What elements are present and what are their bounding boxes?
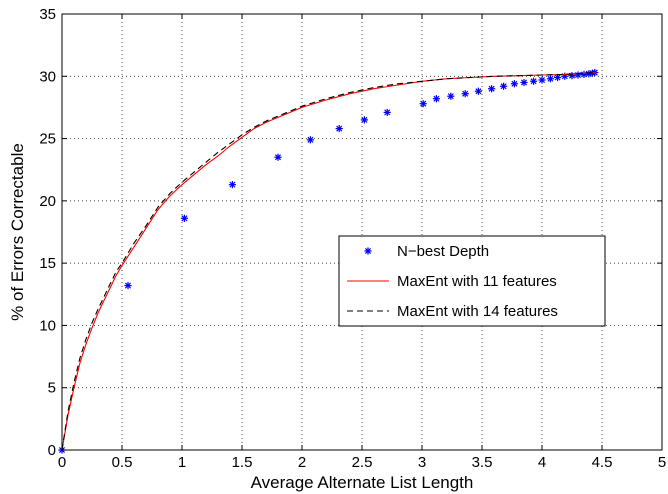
axis-ticks: 0 0.5 1 1.5 2 2.5 3 3.5 4 4.5 5 0 5 10 15 20 25 30 35 <box>39 6 666 471</box>
y-axis-label: % of Errors Correctable <box>8 143 27 321</box>
data-point <box>474 87 482 95</box>
x-tick-label: 4 <box>538 454 546 471</box>
data-point <box>538 76 546 84</box>
legend: N−best Depth MaxEnt with 11 features Max… <box>338 235 606 327</box>
marker-stroke <box>511 80 518 87</box>
marker-stroke <box>475 88 482 95</box>
y-tick-label: 0 <box>48 442 56 459</box>
x-tick-label: 4.5 <box>592 454 613 471</box>
data-point <box>488 85 496 93</box>
x-tick-label: 0.5 <box>112 454 133 471</box>
data-point <box>510 80 518 88</box>
series-3 <box>61 71 597 451</box>
data-point <box>574 71 582 79</box>
marker-stroke <box>547 75 554 82</box>
marker-stroke <box>384 109 391 116</box>
marker-stroke <box>433 95 440 102</box>
marker-stroke <box>229 181 236 188</box>
marker-stroke <box>488 85 495 92</box>
data-point <box>360 116 368 124</box>
legend-label-maxent-14: MaxEnt with 14 features <box>397 303 558 320</box>
x-tick-label: 2.5 <box>352 454 373 471</box>
marker-stroke <box>274 154 282 161</box>
legend-marker <box>364 247 372 255</box>
x-tick-label: 2 <box>298 454 306 471</box>
marker-stroke <box>500 83 507 90</box>
marker-stroke <box>364 247 372 255</box>
marker-stroke <box>554 74 561 81</box>
marker-stroke <box>124 282 132 289</box>
x-tick-label: 1.5 <box>232 454 253 471</box>
data-point <box>228 181 236 189</box>
data-point <box>383 108 391 117</box>
x-tick-label: 3.5 <box>472 454 493 471</box>
data-point <box>546 75 554 83</box>
data-point <box>554 73 562 82</box>
marker-stroke <box>538 77 546 84</box>
x-tick-label: 5 <box>658 454 666 471</box>
data-point <box>335 125 343 133</box>
data-point <box>432 95 440 103</box>
marker-stroke <box>520 79 528 86</box>
y-tick-label: 25 <box>39 131 56 148</box>
y-tick-label: 30 <box>39 68 56 85</box>
x-axis-label: Average Alternate List Length <box>251 473 474 492</box>
marker-stroke <box>447 93 454 100</box>
marker-stroke <box>462 90 469 97</box>
marker-stroke <box>307 136 314 143</box>
data-point <box>461 90 469 98</box>
data-point <box>568 72 576 80</box>
x-tick-label: 3 <box>418 454 426 471</box>
data-point <box>447 92 455 100</box>
data-point <box>500 82 508 90</box>
y-tick-label: 15 <box>39 255 56 272</box>
x-tick-label: 0 <box>58 454 66 471</box>
marker-stroke <box>361 116 368 123</box>
x-tick-label: 1 <box>178 454 186 471</box>
data-point <box>530 77 538 85</box>
y-tick-label: 35 <box>39 6 56 23</box>
data-point <box>419 100 427 108</box>
series-line <box>61 71 597 451</box>
y-tick-label: 20 <box>39 193 56 210</box>
marker-stroke <box>336 125 343 132</box>
data-point <box>306 136 314 144</box>
marker-stroke <box>181 215 188 222</box>
data-point <box>274 153 282 161</box>
y-tick-label: 10 <box>39 317 56 334</box>
legend-label-nbest: N−best Depth <box>397 243 489 260</box>
data-point <box>124 281 132 290</box>
marker-stroke <box>530 78 537 85</box>
marker-stroke <box>420 100 427 107</box>
legend-label-maxent-11: MaxEnt with 11 features <box>397 273 557 290</box>
data-point <box>520 78 528 87</box>
y-tick-label: 5 <box>48 380 56 397</box>
data-point <box>180 214 188 222</box>
